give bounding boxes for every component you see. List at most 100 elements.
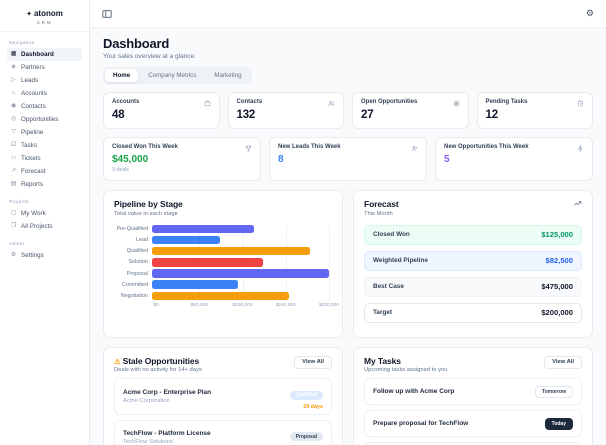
partners-icon: ◈ [11,63,16,70]
sidebar-item-all-projects[interactable]: ❐ All Projects [7,220,82,233]
stat-label: Accounts [112,99,140,105]
dashboard-icon: ▦ [10,50,17,57]
gear-icon: ⚙ [585,8,594,18]
task-row[interactable]: Prepare proposal for TechFlow Today [364,410,582,437]
sidebar-item-forecast[interactable]: ↗ Forecast [7,165,82,178]
forecast-label: Weighted Pipeline [373,257,428,264]
sidebar-item-label: Tickets [21,155,41,162]
chart-bar-track [152,280,329,290]
forecast-value: $82,500 [545,256,573,265]
nav-section-label: Admin [9,242,25,247]
sidebar-item-reports[interactable]: ▤ Reports [7,178,82,191]
stale-days: 29 days [303,403,323,410]
logo-icon: ✦ [26,10,32,18]
forecast-subtitle: This Month [364,210,393,217]
card-closed-won-week[interactable]: Closed Won This Week $45,000 3 deals [103,137,261,181]
chart-row: Negotiation [114,291,332,301]
sidebar-item-opportunities[interactable]: ◎ Opportunities [7,113,82,126]
forecast-value: $475,000 [541,282,573,291]
sidebar-item-tickets[interactable]: ▭ Tickets [7,152,82,165]
chart-x-axis: $0 $80,000 $160,000 $240,000 $320,000 [153,302,339,311]
sidebar-item-label: Tasks [21,142,38,149]
users-icon [328,101,335,106]
settings-button[interactable]: ⚙ [586,9,594,18]
forecast-label: Best Case [373,283,404,290]
tab-marketing[interactable]: Marketing [206,69,249,82]
stale-title: ⚠ Stale Opportunities [114,355,200,366]
tasks-title: My Tasks [364,355,401,366]
tickets-icon: ▭ [10,154,17,161]
sidebar-item-label: Settings [21,252,44,259]
opportunity-company: Acme Corporation [123,397,170,404]
sidebar-item-dashboard[interactable]: ▦ Dashboard [7,48,82,61]
opportunity-name: TechFlow - Platform License [123,430,211,438]
card-label: Closed Won This Week [112,144,178,150]
sidebar: ✦ atonom CRM Navigation ▦ Dashboard ◈ Pa… [0,0,90,445]
chart-row: Committed [114,280,332,290]
sidebar-item-tasks[interactable]: ☑ Tasks [7,139,82,152]
chart-category-label: Proposal [126,270,148,277]
briefcase-icon [204,100,210,107]
sidebar-item-label: Accounts [21,90,47,97]
chart-bar-track [152,235,329,245]
nav-section-label: Navigation [9,41,35,46]
forecast-row-target: Target $200,000 [364,302,582,323]
sidebar-item-leads[interactable]: ▷ Leads [7,74,82,87]
card-new-leads-week[interactable]: New Leads This Week 8 [269,137,427,181]
stale-opportunity-row[interactable]: Acme Corp - Enterprise Plan Acme Corpora… [114,378,332,415]
task-title: Prepare proposal for TechFlow [373,420,469,427]
forecast-label: Closed Won [373,231,410,238]
stat-card-pending-tasks[interactable]: Pending Tasks 12 [476,92,593,129]
sidebar-item-accounts[interactable]: ⌂ Accounts [7,87,82,100]
app-logo: ✦ atonom CRM [0,0,89,32]
task-due-badge: Today [544,417,573,430]
topbar: ⚙ [90,0,606,28]
chart-subtitle: Total value in each stage [114,210,178,217]
sidebar-item-contacts[interactable]: ◉ Contacts [7,100,82,113]
stale-opportunities-panel: ⚠ Stale Opportunities Deals with no activ… [103,346,343,445]
card-value: 5 [444,154,450,165]
tab-company-metrics[interactable]: Company Metrics [140,69,204,82]
stat-label: Pending Tasks [485,99,528,105]
stage-badge: Proposal [289,432,323,441]
chart-row: Pre-Qualified [114,224,332,234]
tasks-view-all-button[interactable]: View All [544,355,582,369]
chart-bar-track [152,291,329,301]
stat-value: 132 [236,109,256,121]
chart-x-tick-label: $320,000 [318,302,340,308]
stale-opportunity-row[interactable]: TechFlow - Platform License TechFlow Sol… [114,419,332,445]
forecast-row-weighted-pipeline: Weighted Pipeline $82,500 [364,250,582,271]
sidebar-item-settings[interactable]: ⚙ Settings [7,249,82,262]
page-title: Dashboard [103,36,170,51]
chart-bar [152,235,220,245]
stat-card-contacts[interactable]: Contacts 132 [227,92,344,129]
card-new-opportunities-week[interactable]: New Opportunities This Week 5 [435,137,593,181]
sidebar-item-my-work[interactable]: ▢ My Work [7,207,82,220]
zap-icon [578,145,583,152]
sidebar-item-partners[interactable]: ◈ Partners [7,61,82,74]
forecast-rows: Closed Won $125,000 Weighted Pipeline $8… [364,224,582,323]
sidebar-item-pipeline[interactable]: ▽ Pipeline [7,126,82,139]
chart-category-label: Lead [136,236,148,243]
sidebar-item-label: Dashboard [21,51,54,58]
page-subtitle: Your sales overview at a glance. [103,53,196,60]
sidebar-toggle-button[interactable] [102,9,112,19]
stat-card-accounts[interactable]: Accounts 48 [103,92,220,129]
chart-row: Proposal [114,269,332,278]
chart-bar-track [152,246,329,256]
stat-card-open-opportunities[interactable]: Open Opportunities 27 [352,92,469,129]
stale-view-all-button[interactable]: View All [294,355,332,369]
sidebar-item-label: Pipeline [21,129,44,136]
chart-bar [152,224,255,234]
sidebar-item-label: Forecast [21,168,46,175]
chart-x-tick-label: $160,000 [232,302,253,308]
task-row[interactable]: Follow up with Acme Corp Tomorrow [364,378,582,405]
chart-x-tick-label: $80,000 [190,302,208,308]
card-value: $45,000 [112,154,149,165]
sidebar-item-label: Partners [21,64,45,71]
tab-home[interactable]: Home [105,69,139,82]
stat-value: 27 [361,109,374,121]
task-due-badge: Tomorrow [534,385,573,398]
leads-icon: ▷ [11,76,16,83]
card-subtext: 3 deals [112,167,130,173]
